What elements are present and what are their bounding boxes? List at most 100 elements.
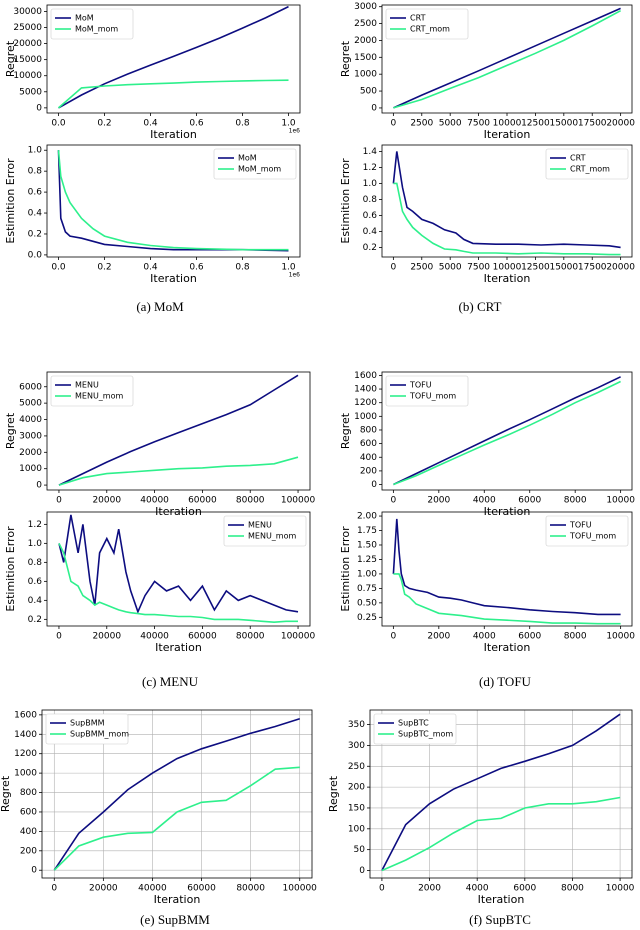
series-line xyxy=(57,150,289,251)
y-axis-label: Regret xyxy=(339,412,352,449)
y-tick-label: 3000 xyxy=(354,2,377,12)
series-line xyxy=(393,7,621,109)
y-axis-label: Regret xyxy=(4,40,17,77)
x-tick-label: 100000 xyxy=(281,496,316,506)
y-tick-label: 30000 xyxy=(13,7,42,17)
legend-box xyxy=(213,148,297,180)
x-tick-label: 100000 xyxy=(281,632,316,642)
y-tick-label: 0.8 xyxy=(28,167,43,177)
x-axis-label: Iteration xyxy=(478,893,525,906)
x-tick-label: 0.4 xyxy=(143,119,158,129)
y-tick-label: 1000 xyxy=(354,70,377,80)
y-tick-label: 1200 xyxy=(354,398,377,408)
y-tick-label: 200 xyxy=(348,783,365,793)
y-tick-label: 1.2 xyxy=(363,163,377,173)
series-line xyxy=(58,514,299,614)
legend-label: MoM_mom xyxy=(238,165,281,174)
x-axis-label: Iteration xyxy=(484,505,531,518)
legend-box xyxy=(45,713,129,745)
y-tick-label: 0.25 xyxy=(357,613,377,623)
x-tick-label: 0 xyxy=(390,263,396,273)
y-tick-label: 4000 xyxy=(19,415,42,425)
x-tick-label: 2500 xyxy=(410,119,433,129)
caption: (d) TOFU xyxy=(479,674,531,689)
y-axis-label: Estimition Error xyxy=(339,526,352,612)
x-tick-label: 0 xyxy=(390,496,396,506)
plot-frame xyxy=(381,4,633,114)
y-tick-label: 1200 xyxy=(14,749,37,759)
series-line xyxy=(58,374,299,486)
x-tick-label: 12500 xyxy=(521,119,550,129)
legend-box xyxy=(50,8,134,40)
x-tick-label: 0.6 xyxy=(189,263,204,273)
x-tick-label: 0.2 xyxy=(97,263,111,273)
y-tick-label: 0 xyxy=(31,866,37,876)
y-tick-label: 2500 xyxy=(354,19,377,29)
x-tick-label: 15000 xyxy=(549,119,578,129)
x-tick-label: 0 xyxy=(56,496,62,506)
x-tick-label: 7500 xyxy=(467,119,490,129)
series-line xyxy=(57,150,289,252)
y-tick-label: 0.4 xyxy=(28,209,43,219)
y-axis-label: Estimition Error xyxy=(4,158,17,244)
y-tick-label: 0.6 xyxy=(28,577,43,587)
plot-frame xyxy=(46,511,311,627)
y-tick-label: 0.4 xyxy=(363,227,378,237)
legend-label: MoM xyxy=(238,154,257,163)
y-tick-label: 25000 xyxy=(13,23,42,33)
legend-label: MoM xyxy=(75,14,94,23)
x-tick-label: 0 xyxy=(51,884,57,894)
legend-label: MoM_mom xyxy=(75,25,118,34)
plot-frame xyxy=(41,709,313,879)
x-tick-label: 0.6 xyxy=(189,119,204,129)
caption: (b) CRT xyxy=(459,299,502,314)
x-tick-label: 2000 xyxy=(418,884,441,894)
x-axis-label: Iteration xyxy=(484,641,531,654)
x-tick-label: 15000 xyxy=(549,263,578,273)
y-tick-label: 0 xyxy=(371,480,377,490)
x-tick-label: 10000 xyxy=(493,263,522,273)
caption: (a) MoM xyxy=(136,299,184,314)
y-tick-label: 0 xyxy=(371,103,377,113)
legend-box xyxy=(385,375,469,407)
x-tick-label: 20000 xyxy=(606,119,635,129)
x-tick-label: 60000 xyxy=(188,496,217,506)
plot-frame xyxy=(369,709,633,879)
y-axis-label: Regret xyxy=(0,775,12,812)
x-tick-label: 7500 xyxy=(467,263,490,273)
x-tick-label: 10000 xyxy=(606,884,635,894)
series-line xyxy=(57,79,289,109)
x-tick-label: 60000 xyxy=(188,632,217,642)
plot-frame xyxy=(381,371,633,491)
series-line xyxy=(393,573,621,625)
legend-box xyxy=(545,515,629,547)
x-tick-label: 40000 xyxy=(140,496,169,506)
legend-label: TOFU_mom xyxy=(569,532,616,541)
x-tick-label: 0.8 xyxy=(235,119,250,129)
x-tick-label: 5000 xyxy=(439,263,462,273)
y-tick-label: 600 xyxy=(20,807,37,817)
series-line xyxy=(393,9,621,109)
x-tick-label: 80000 xyxy=(236,632,265,642)
x-tick-label: 20000 xyxy=(92,632,121,642)
y-tick-label: 20000 xyxy=(13,39,42,49)
x-tick-label: 8000 xyxy=(564,496,587,506)
x-axis-label: Iteration xyxy=(150,128,197,141)
y-tick-label: 250 xyxy=(348,762,365,772)
series-line xyxy=(58,456,299,486)
x-tick-label: 0.4 xyxy=(143,263,158,273)
y-tick-label: 1000 xyxy=(14,769,37,779)
y-tick-label: 1.0 xyxy=(28,539,43,549)
x-tick-label: 100000 xyxy=(283,884,318,894)
x-tick-label: 12500 xyxy=(521,263,550,273)
y-tick-label: 0 xyxy=(36,481,42,491)
y-tick-label: 0.50 xyxy=(357,598,377,608)
y-tick-label: 0.0 xyxy=(28,250,43,260)
legend-box xyxy=(385,8,469,40)
y-tick-label: 200 xyxy=(20,846,37,856)
legend-label: SupBMM_mom xyxy=(70,730,129,739)
y-tick-label: 5000 xyxy=(19,399,42,409)
series-line xyxy=(381,713,621,871)
y-tick-label: 600 xyxy=(360,439,377,449)
x-offset-label: 1e6 xyxy=(289,128,301,135)
